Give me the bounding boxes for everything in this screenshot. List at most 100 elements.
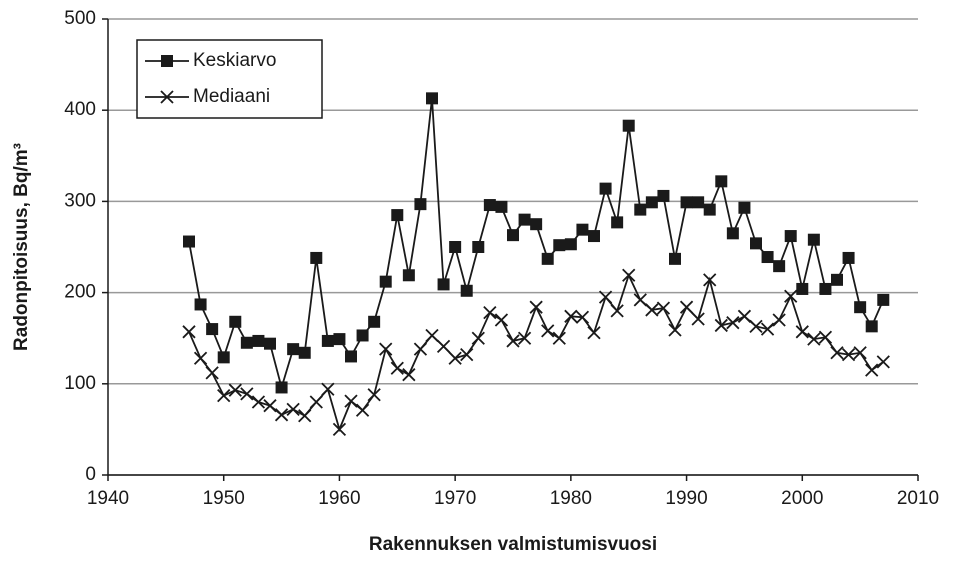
x-tick-label: 1950	[203, 488, 245, 509]
point	[553, 239, 566, 252]
point	[645, 196, 658, 209]
point	[657, 189, 670, 202]
point	[414, 198, 427, 211]
point	[807, 233, 820, 246]
x-tick-label: 1980	[550, 488, 592, 509]
point	[391, 209, 404, 222]
point	[575, 310, 590, 324]
point	[726, 227, 739, 240]
point	[831, 273, 843, 286]
point	[876, 355, 890, 369]
point	[332, 422, 347, 437]
point	[518, 213, 531, 226]
point	[379, 342, 393, 356]
point	[773, 260, 786, 273]
legend-label: Mediaani	[193, 86, 270, 107]
point	[286, 402, 300, 416]
point	[645, 303, 659, 317]
point	[264, 337, 276, 350]
point	[796, 282, 809, 295]
point	[194, 298, 207, 311]
point	[217, 351, 230, 364]
point	[576, 223, 589, 236]
point	[588, 230, 600, 243]
y-tick-label: 100	[64, 373, 96, 394]
point	[193, 351, 208, 365]
point	[680, 196, 693, 209]
point	[610, 304, 624, 318]
point	[321, 334, 334, 347]
point	[507, 229, 519, 242]
y-tick-label: 300	[64, 190, 96, 211]
point	[714, 318, 728, 333]
point	[205, 366, 219, 380]
point	[865, 320, 878, 333]
point	[460, 347, 474, 362]
point	[541, 252, 554, 265]
point	[842, 251, 855, 264]
point	[472, 241, 485, 253]
point	[251, 395, 266, 409]
point	[183, 235, 195, 248]
point	[413, 342, 428, 356]
point	[564, 309, 578, 323]
point	[530, 218, 543, 231]
point	[355, 403, 370, 417]
point	[298, 409, 312, 423]
point	[750, 237, 762, 250]
point	[795, 325, 809, 339]
point	[345, 350, 357, 363]
point	[564, 238, 577, 251]
point	[541, 324, 555, 338]
x-tick-label: 2000	[781, 488, 823, 509]
point	[344, 394, 358, 408]
point	[471, 331, 485, 345]
point	[622, 268, 636, 282]
point	[436, 339, 451, 354]
point	[402, 368, 416, 382]
point	[634, 203, 647, 216]
point	[483, 306, 497, 320]
y-tick-label: 500	[64, 8, 96, 29]
point	[784, 230, 797, 243]
point	[807, 332, 821, 346]
point	[703, 273, 717, 287]
x-tick-label: 1960	[318, 488, 360, 509]
point	[390, 361, 404, 375]
legend-label: Keskiarvo	[193, 50, 276, 71]
point	[252, 334, 265, 347]
point	[448, 351, 462, 365]
point	[426, 92, 438, 105]
point	[379, 275, 392, 288]
y-tick-label: 200	[64, 282, 96, 303]
point	[738, 201, 751, 214]
point	[217, 389, 231, 403]
point	[437, 278, 450, 291]
point	[726, 316, 740, 330]
y-tick-label: 0	[85, 464, 96, 485]
point	[877, 293, 890, 306]
point	[703, 203, 716, 216]
point	[854, 301, 867, 314]
point	[587, 326, 601, 340]
point	[356, 329, 369, 342]
point	[298, 346, 311, 359]
x-tick-label: 1990	[665, 488, 707, 509]
point	[309, 395, 323, 409]
point	[240, 336, 253, 349]
point	[599, 182, 612, 195]
point	[865, 363, 879, 377]
point	[449, 241, 462, 253]
x-tick-label: 2010	[897, 488, 939, 509]
point	[506, 334, 520, 348]
point	[749, 319, 763, 333]
point	[633, 293, 647, 307]
point	[830, 346, 844, 360]
point	[275, 381, 288, 394]
legend-box	[136, 39, 323, 119]
point	[669, 252, 681, 265]
point	[333, 333, 346, 346]
point	[760, 322, 775, 336]
point	[853, 346, 867, 360]
